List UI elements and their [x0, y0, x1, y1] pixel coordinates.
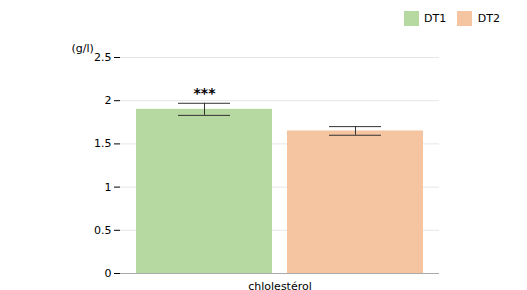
html-text:DT1: DT1 — [424, 12, 447, 25]
svg-text:***: *** — [194, 84, 217, 100]
svg-text:1: 1 — [105, 180, 112, 193]
svg-text:0.5: 0.5 — [94, 223, 112, 236]
svg-text:chlolestérol: chlolestérol — [248, 280, 312, 290]
svg-text:1.5: 1.5 — [94, 137, 112, 150]
html-text:DT2: DT2 — [477, 12, 500, 25]
svg-text:0: 0 — [105, 267, 112, 280]
svg-text:2.5: 2.5 — [94, 51, 112, 64]
svg-text:(g/l): (g/l) — [72, 42, 94, 55]
svg-text:2: 2 — [105, 94, 112, 107]
